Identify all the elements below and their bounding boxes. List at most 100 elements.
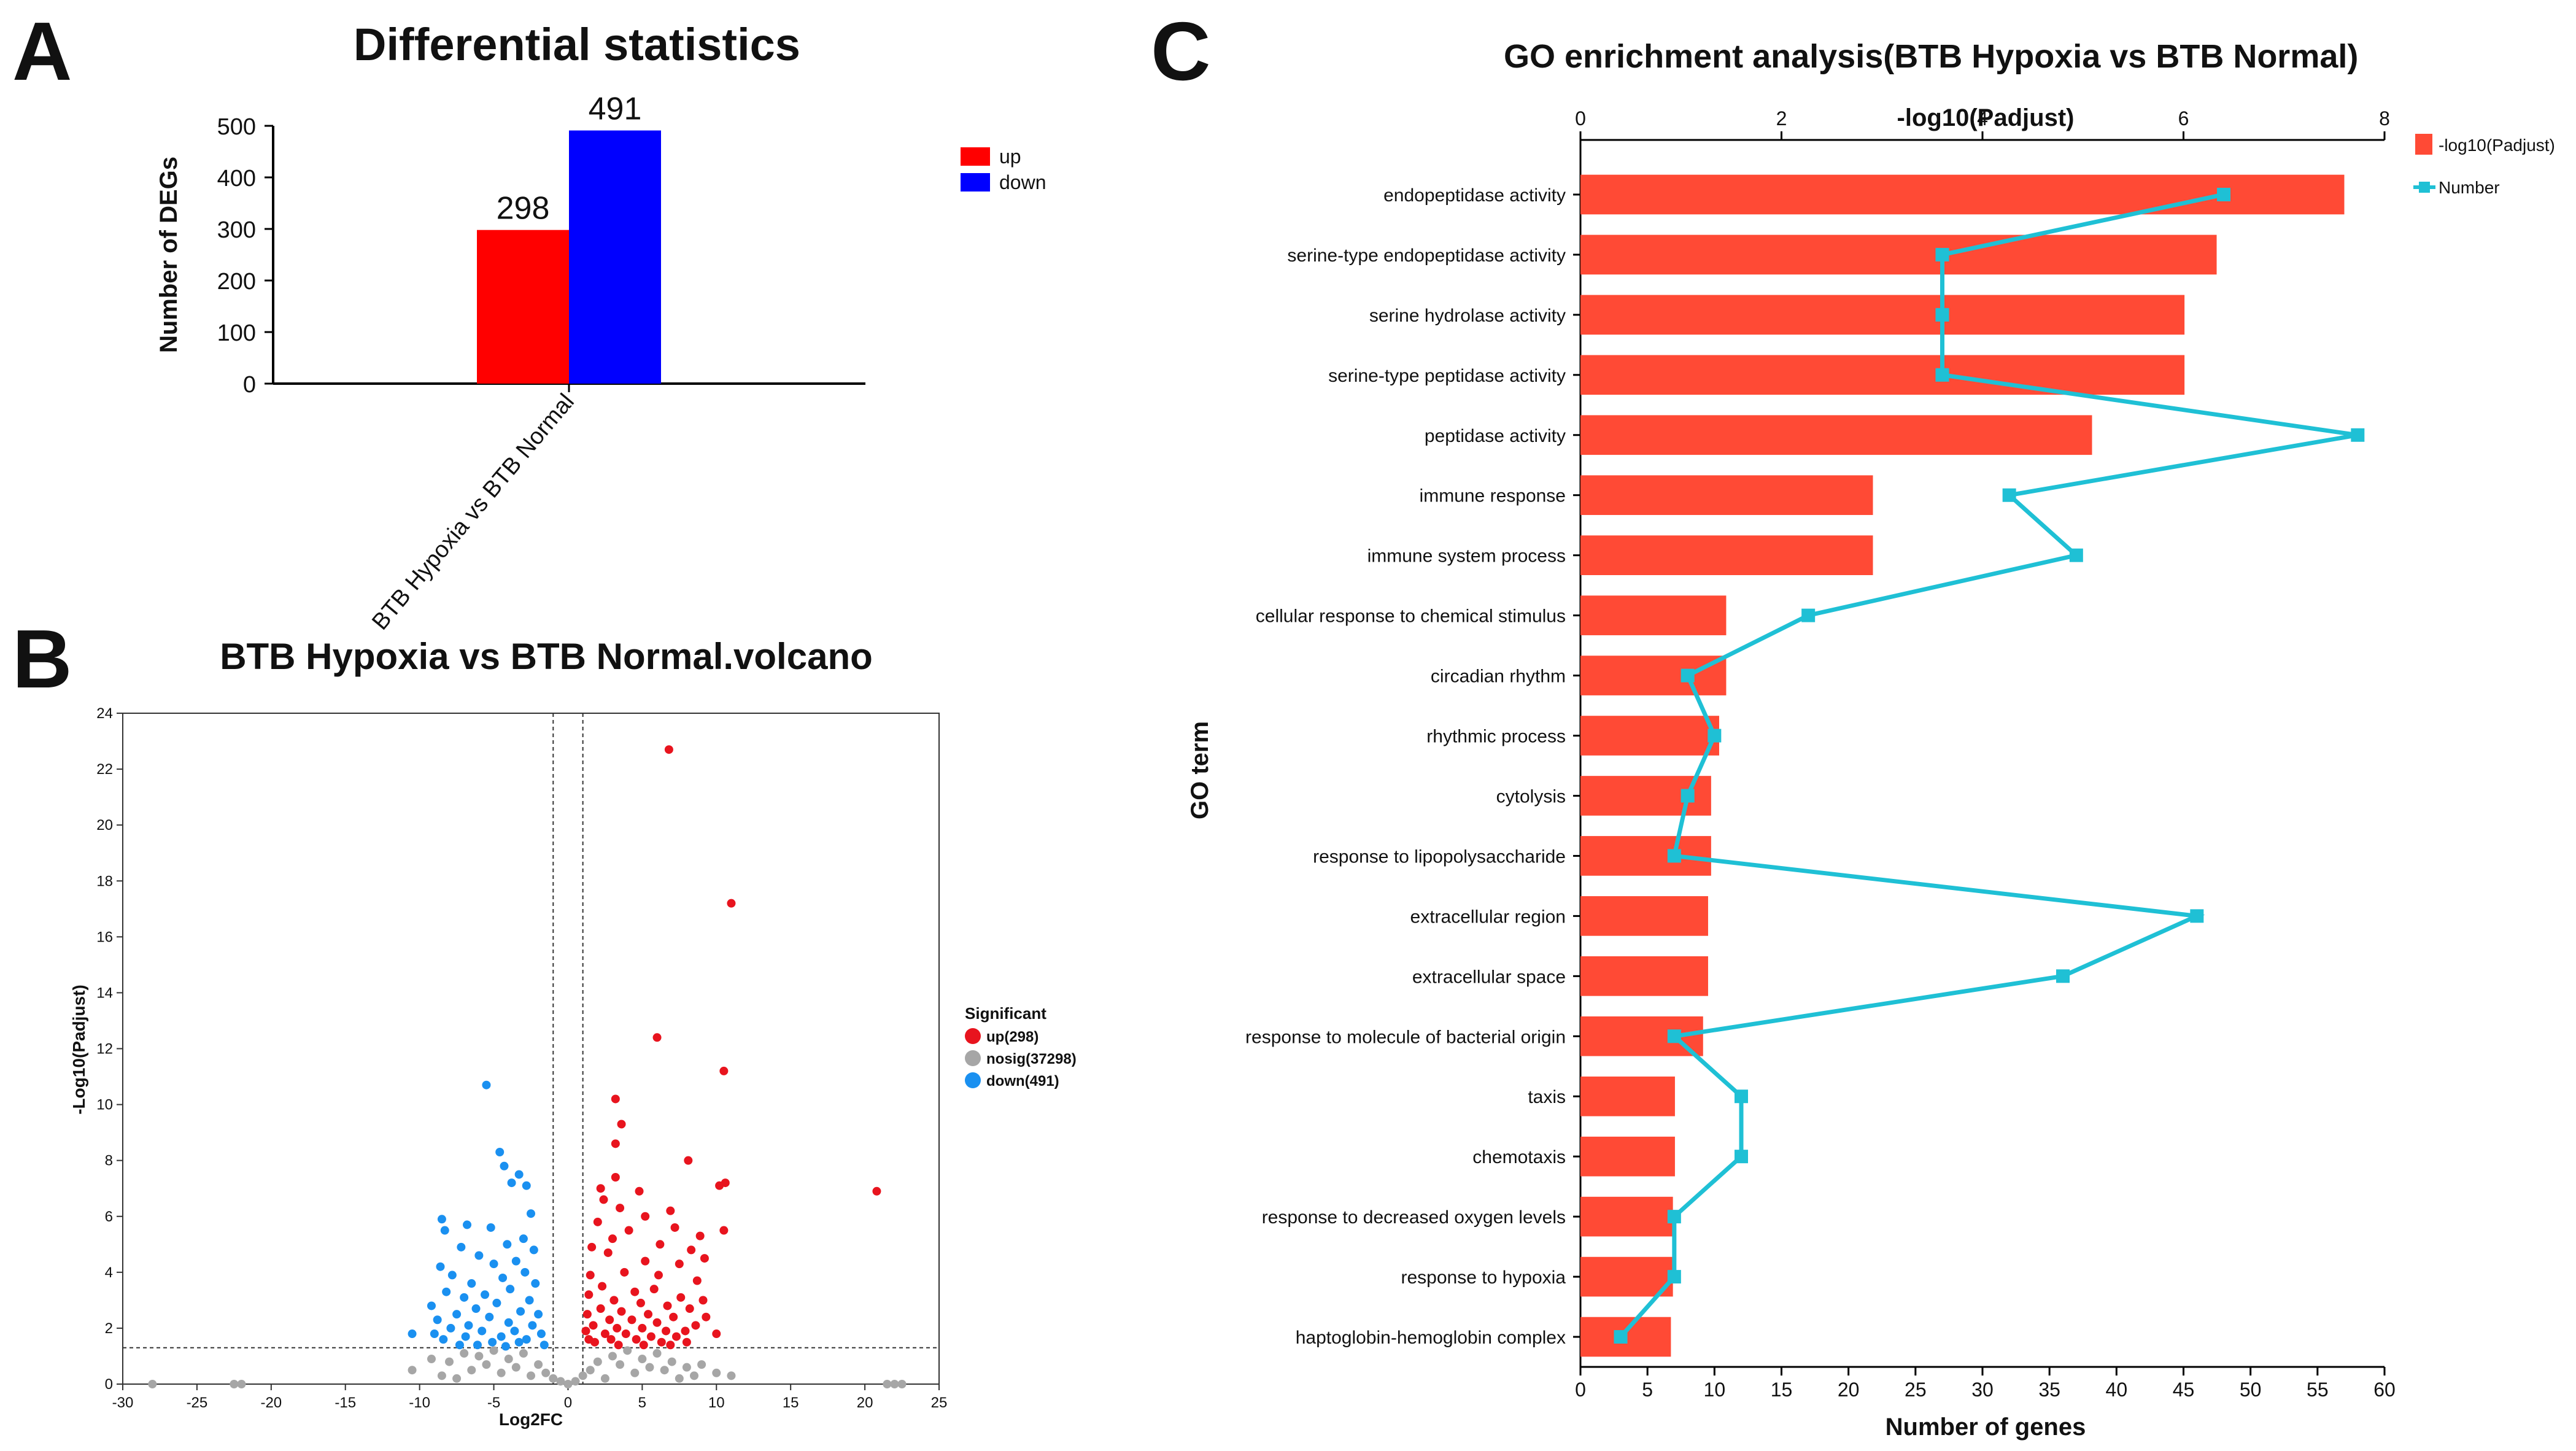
chart-c-bar [1580,475,1873,516]
chart-b-point-nosig [519,1348,528,1358]
chart-c-bottom-tick-label: 25 [1905,1379,1927,1401]
chart-a-y-tick-label: 0 [243,372,256,398]
chart-b-point-nosig [883,1380,892,1388]
chart-c-number-point [1735,1089,1748,1104]
chart-c-bottom-tick-label: 15 [1771,1379,1793,1401]
chart-b-point-down [501,1342,510,1351]
chart-b-x-tick-label: -10 [409,1395,430,1411]
chart-b-point-nosig [890,1380,899,1388]
chart-c-category-label: taxis [1528,1087,1566,1107]
chart-b-point-up [617,1120,626,1129]
chart-c-category-label: response to decreased oxygen levels [1262,1207,1566,1228]
chart-b-point-up [613,1323,622,1333]
chart-b-point-down [446,1323,455,1333]
chart-c-number-point [1935,247,1949,261]
chart-b-point-up [617,1307,626,1316]
chart-b-point-down [500,1161,509,1170]
chart-a-y-tick-label: 400 [217,166,256,192]
chart-c-title-suffix: (BTB Hypoxia vs BTB Normal) [1883,38,2358,75]
chart-c-bottom-tick-label: 45 [2173,1379,2195,1401]
chart-b-point-nosig [482,1360,491,1369]
chart-c-category-label: immune system process [1367,546,1566,567]
chart-b-y-tick-label: 22 [96,761,113,778]
chart-c-categories: endopeptidase activity serine-type endope… [1245,185,1580,1348]
chart-c-legend: -log10(Padjust) Number [2413,134,2555,197]
chart-b-point-down [522,1335,531,1344]
chart-b-point-up [670,1223,679,1232]
chart-b-point-nosig [727,1371,736,1380]
chart-c-number-point [2056,969,2070,983]
chart-b-plot-frame [122,713,940,1385]
chart-c-legend-label-bar: -log10(Padjust) [2439,136,2555,155]
chart-c-number-point [1801,608,1816,622]
chart-b-point-up [627,1315,636,1325]
chart-b-point-up [646,1332,656,1341]
chart-b-point-down [481,1290,490,1299]
chart-b-point-up [719,1066,729,1075]
chart-b-point-up [698,1296,708,1305]
chart-b-point-up [605,1315,614,1325]
chart-b-point-down [540,1341,549,1350]
chart-b-point-nosig [593,1357,602,1366]
chart-c-number-point [2069,548,2083,562]
chart-a-y-tick-label: 500 [217,114,256,140]
chart-b-point-up [664,745,673,754]
chart-c-title-main: GO enrichment analysis [1504,38,1883,75]
chart-b-point-nosig [556,1377,565,1386]
chart-b-point-up [590,1337,599,1347]
chart-c-bar [1580,956,1708,996]
chart-c-category-label: immune response [1420,486,1566,506]
chart-c-bar [1580,716,1719,756]
chart-b-point-down [497,1332,506,1341]
chart-b-point-down [519,1234,528,1244]
chart-b-y-tick-label: 10 [96,1097,113,1113]
chart-b-point-down [486,1223,495,1232]
chart-b-point-up [614,1341,623,1350]
chart-b-point-nosig [586,1366,595,1375]
chart-b-point-down [461,1332,470,1341]
chart-b-point-nosig [467,1366,476,1375]
chart-c-top-tick-label: 4 [1977,107,1988,130]
chart-c-bar [1580,415,2092,455]
chart-b-point-nosig [697,1360,706,1369]
chart-b-point-down [522,1181,531,1190]
chart-b-legend-swatch-up [965,1028,981,1044]
chart-b-point-up [608,1234,617,1244]
chart-c-bar [1580,896,1708,936]
chart-b-point-down [436,1262,445,1271]
chart-c-bar [1580,234,2217,275]
chart-b-point-down [527,1209,535,1218]
chart-b-point-up [593,1217,602,1226]
chart-b-point-up [676,1293,686,1302]
chart-b-point-down [504,1318,513,1327]
chart-a-legend: up down [961,145,1046,193]
chart-b-point-up [620,1267,629,1277]
chart-b-point-down [457,1242,466,1252]
chart-c-number-point [1935,308,1949,322]
chart-a-legend-label-down: down [999,171,1046,193]
chart-c-category-label: endopeptidase activity [1383,185,1566,206]
chart-b-point-down [437,1215,446,1224]
chart-a-data-label-down: 491 [589,91,642,127]
chart-b-point-down [452,1310,462,1319]
chart-b-point-down [489,1259,498,1269]
chart-c-top-tick-label: 0 [1575,107,1586,130]
chart-c-bottom-tick-label: 35 [2038,1379,2060,1401]
chart-b-point-nosig [630,1368,640,1377]
chart-b-ticks: -30 -25 -20 -15 -10 -5 0 5 10 15 20 250246810121416… [96,705,947,1411]
chart-b-point-up [702,1312,711,1321]
chart-b-point-up [596,1304,605,1314]
chart-b-point-up [635,1186,644,1196]
chart-b-point-up [641,1212,650,1221]
chart-b-points [148,745,907,1388]
chart-b-point-nosig [690,1371,698,1380]
chart-c-category-label: rhythmic process [1426,727,1566,747]
chart-b-point-down [433,1315,442,1325]
chart-b-point-nosig [600,1374,609,1383]
chart-c-number-point [2002,488,2016,502]
chart-b-y-tick-label: 20 [96,817,113,834]
chart-c-number-point [1935,368,1949,382]
chart-b-point-up [652,1033,662,1042]
chart-b-point-down [514,1170,524,1179]
chart-a-y-tick-label: 200 [217,269,256,295]
